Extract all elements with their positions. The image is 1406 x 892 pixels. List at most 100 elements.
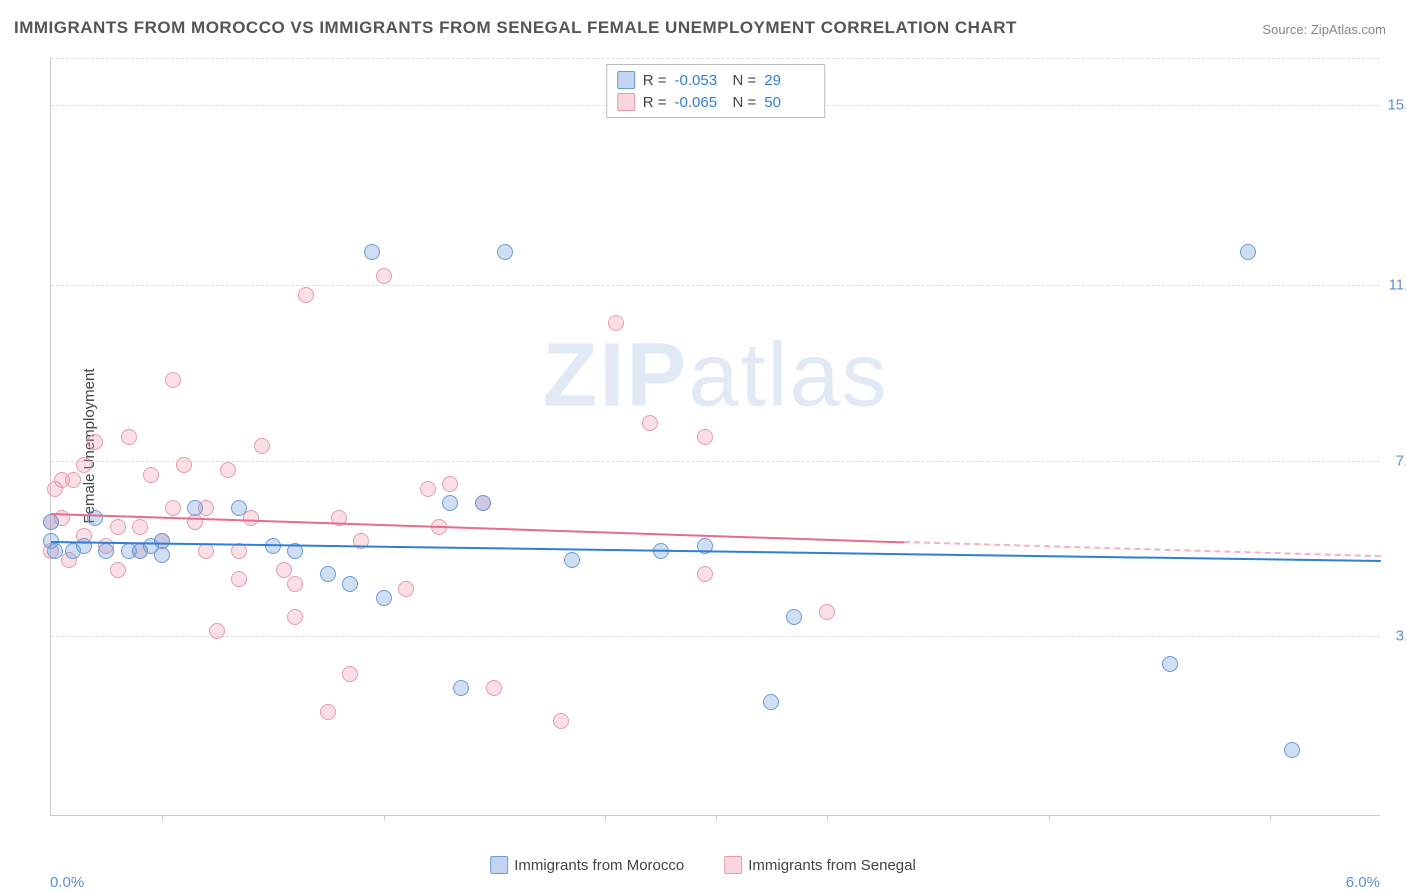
swatch-senegal-icon <box>724 856 742 874</box>
scatter-point-senegal <box>231 571 247 587</box>
scatter-point-senegal <box>608 315 624 331</box>
scatter-point-senegal <box>342 666 358 682</box>
r-value-morocco: -0.053 <box>675 72 725 89</box>
legend-stats-row-morocco: R = -0.053 N = 29 <box>617 69 815 91</box>
series-legend: Immigrants from Morocco Immigrants from … <box>490 856 916 874</box>
scatter-point-morocco <box>1284 742 1300 758</box>
x-tick <box>1049 815 1050 821</box>
scatter-point-morocco <box>1240 244 1256 260</box>
gridline <box>51 461 1380 462</box>
source-value: ZipAtlas.com <box>1311 22 1386 37</box>
n-value-morocco: 29 <box>764 72 814 89</box>
scatter-point-morocco <box>47 543 63 559</box>
scatter-point-senegal <box>486 680 502 696</box>
legend-label-senegal: Immigrants from Senegal <box>748 857 916 874</box>
source-attribution: Source: ZipAtlas.com <box>1262 22 1386 37</box>
scatter-point-morocco <box>376 590 392 606</box>
legend-label-morocco: Immigrants from Morocco <box>514 857 684 874</box>
legend-item-senegal: Immigrants from Senegal <box>724 856 916 874</box>
scatter-point-senegal <box>176 457 192 473</box>
scatter-point-senegal <box>65 472 81 488</box>
scatter-point-senegal <box>287 576 303 592</box>
scatter-point-senegal <box>642 415 658 431</box>
scatter-point-senegal <box>220 462 236 478</box>
trend-line-morocco <box>51 541 1381 562</box>
watermark-text-right: atlas <box>688 325 888 425</box>
chart-container: IMMIGRANTS FROM MOROCCO VS IMMIGRANTS FR… <box>0 0 1406 892</box>
y-tick-label: 3.8% <box>1385 627 1406 644</box>
x-tick <box>605 815 606 821</box>
scatter-point-senegal <box>376 268 392 284</box>
x-tick <box>384 815 385 821</box>
gridline <box>51 285 1380 286</box>
source-label: Source: <box>1262 22 1307 37</box>
scatter-point-senegal <box>110 519 126 535</box>
scatter-point-senegal <box>254 438 270 454</box>
y-tick-label: 7.5% <box>1385 452 1406 469</box>
scatter-point-morocco <box>442 495 458 511</box>
scatter-point-morocco <box>76 538 92 554</box>
gridline <box>51 636 1380 637</box>
n-value-senegal: 50 <box>764 94 814 111</box>
scatter-point-morocco <box>342 576 358 592</box>
y-tick-label: 11.2% <box>1385 277 1406 294</box>
scatter-point-senegal <box>697 429 713 445</box>
scatter-point-morocco <box>786 609 802 625</box>
scatter-point-senegal <box>165 372 181 388</box>
scatter-point-morocco <box>475 495 491 511</box>
scatter-point-morocco <box>98 543 114 559</box>
scatter-point-morocco <box>43 514 59 530</box>
scatter-point-senegal <box>76 457 92 473</box>
scatter-point-morocco <box>497 244 513 260</box>
scatter-point-senegal <box>143 467 159 483</box>
scatter-point-senegal <box>87 434 103 450</box>
legend-item-morocco: Immigrants from Morocco <box>490 856 684 874</box>
scatter-point-senegal <box>298 287 314 303</box>
x-max-label: 6.0% <box>1346 874 1380 891</box>
r-value-senegal: -0.065 <box>675 94 725 111</box>
scatter-point-senegal <box>110 562 126 578</box>
x-tick <box>827 815 828 821</box>
scatter-point-senegal <box>442 476 458 492</box>
scatter-point-senegal <box>320 704 336 720</box>
swatch-morocco-icon <box>617 71 635 89</box>
scatter-point-senegal <box>398 581 414 597</box>
trend-line-senegal <box>51 513 904 543</box>
watermark: ZIPatlas <box>542 324 888 427</box>
scatter-point-morocco <box>87 510 103 526</box>
scatter-point-morocco <box>154 547 170 563</box>
scatter-point-morocco <box>364 244 380 260</box>
scatter-point-senegal <box>697 566 713 582</box>
scatter-point-morocco <box>564 552 580 568</box>
swatch-senegal-icon <box>617 93 635 111</box>
legend-stats-row-senegal: R = -0.065 N = 50 <box>617 91 815 113</box>
scatter-point-senegal <box>819 604 835 620</box>
scatter-point-morocco <box>187 500 203 516</box>
scatter-point-morocco <box>1162 656 1178 672</box>
r-label: R = <box>643 72 667 89</box>
scatter-point-senegal <box>420 481 436 497</box>
scatter-point-senegal <box>209 623 225 639</box>
scatter-point-morocco <box>763 694 779 710</box>
x-tick <box>716 815 717 821</box>
chart-title: IMMIGRANTS FROM MOROCCO VS IMMIGRANTS FR… <box>14 18 1017 38</box>
x-tick <box>1270 815 1271 821</box>
plot-area: ZIPatlas R = -0.053 N = 29 R = -0.065 N … <box>50 58 1380 816</box>
gridline <box>51 58 1380 59</box>
scatter-point-morocco <box>231 500 247 516</box>
x-tick <box>162 815 163 821</box>
scatter-point-morocco <box>320 566 336 582</box>
scatter-point-senegal <box>287 609 303 625</box>
y-tick-label: 15.0% <box>1385 97 1406 114</box>
n-label: N = <box>733 94 757 111</box>
scatter-point-senegal <box>132 519 148 535</box>
n-label: N = <box>733 72 757 89</box>
swatch-morocco-icon <box>490 856 508 874</box>
x-min-label: 0.0% <box>50 874 84 891</box>
scatter-point-senegal <box>121 429 137 445</box>
r-label: R = <box>643 94 667 111</box>
scatter-point-senegal <box>165 500 181 516</box>
scatter-point-morocco <box>453 680 469 696</box>
scatter-point-senegal <box>553 713 569 729</box>
watermark-text-left: ZIP <box>542 325 688 425</box>
